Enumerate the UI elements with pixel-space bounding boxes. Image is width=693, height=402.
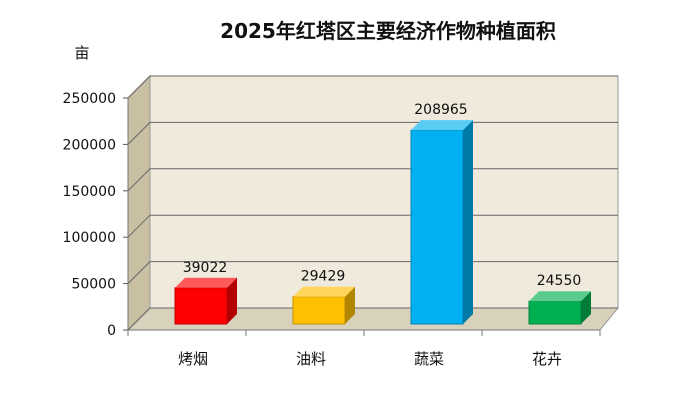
x-tick-label: 烤烟 xyxy=(178,350,208,368)
side-wall xyxy=(127,74,151,332)
data-label: 208965 xyxy=(414,102,467,118)
x-tick-label: 蔬菜 xyxy=(414,350,444,368)
bar xyxy=(410,129,464,325)
gridline xyxy=(127,75,618,99)
data-label: 39022 xyxy=(183,260,228,276)
bar-side xyxy=(581,291,591,324)
y-tick-label: 100000 xyxy=(63,230,116,246)
bar xyxy=(528,300,582,325)
bar-top xyxy=(529,291,591,302)
bar xyxy=(174,287,228,325)
bar xyxy=(292,296,346,325)
y-tick-label: 150000 xyxy=(63,184,116,200)
y-tick-label: 50000 xyxy=(71,277,116,293)
back-wall xyxy=(149,75,619,309)
data-label: 29429 xyxy=(301,269,346,285)
y-tick-label: 250000 xyxy=(63,91,116,107)
data-label: 24550 xyxy=(537,273,582,289)
bar-top xyxy=(411,120,473,131)
chart-title: 2025年红塔区主要经济作物种植面积 xyxy=(220,19,556,43)
bar-side xyxy=(463,120,473,325)
x-tick-label: 花卉 xyxy=(532,350,562,368)
plot-area: 0 50000 100000 150000 200000 250000 39022 烤烟 294… xyxy=(63,74,620,368)
bar-top xyxy=(175,277,237,288)
bar-top xyxy=(293,286,355,297)
y-axis-label: 亩 xyxy=(74,44,89,62)
y-tick-label: 0 xyxy=(107,323,116,339)
bar-side xyxy=(227,277,237,324)
y-tick-label: 200000 xyxy=(63,137,116,153)
x-tick-label: 油料 xyxy=(296,350,326,368)
bar-side xyxy=(345,286,355,324)
